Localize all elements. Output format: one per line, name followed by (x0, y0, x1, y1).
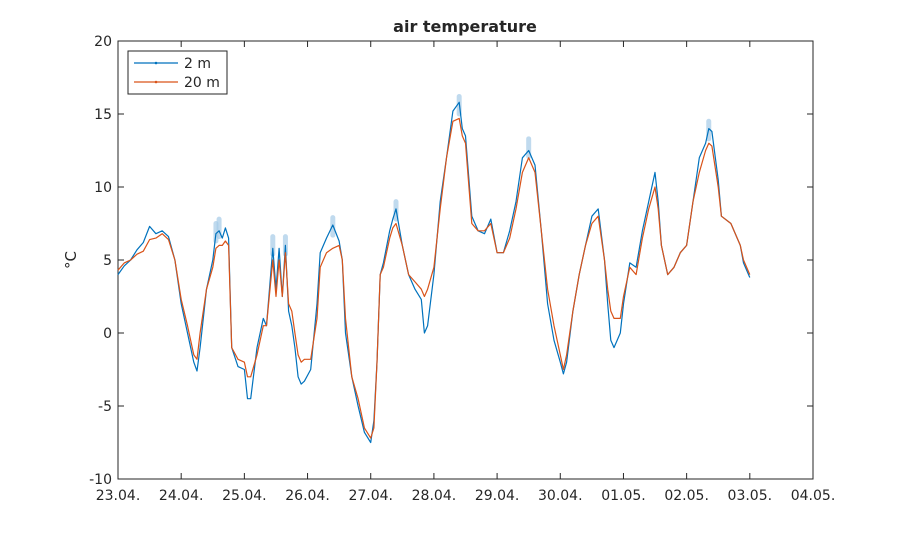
legend: 2 m 20 m (127, 50, 228, 95)
x-tick-label: 01.05. (601, 488, 646, 504)
legend-label: 20 m (184, 75, 220, 91)
y-tick-label: 15 (94, 107, 112, 123)
legend-marker (154, 80, 158, 84)
x-tick-label: 29.04. (475, 488, 520, 504)
y-axis: -10 -5 0 5 10 15 20 (89, 34, 813, 488)
x-tick-label: 25.04. (222, 488, 267, 504)
series-lines (117, 101, 751, 444)
y-tick-label: 10 (94, 180, 112, 196)
x-tick-label: 02.05. (664, 488, 709, 504)
y-tick-label: 0 (103, 326, 112, 342)
legend-marker (154, 61, 158, 65)
y-tick-label: -5 (98, 399, 112, 415)
chart-title: air temperature (393, 17, 537, 36)
y-tick-label: 20 (94, 34, 112, 50)
x-tick-label: 30.04. (538, 488, 583, 504)
x-tick-label: 04.05. (791, 488, 836, 504)
x-tick-label: 23.04. (96, 488, 141, 504)
x-tick-label: 24.04. (159, 488, 204, 504)
y-tick-label: 5 (103, 253, 112, 269)
legend-label: 2 m (184, 56, 211, 72)
x-axis: 23.04. 24.04. 25.04. 26.04. 27.04. 28.04. 29.0… (96, 41, 836, 504)
series-line-20m (117, 117, 751, 439)
x-tick-label: 28.04. (412, 488, 457, 504)
y-tick-label: -10 (89, 472, 112, 488)
y-axis-label: °C (62, 251, 80, 269)
x-tick-label: 27.04. (348, 488, 393, 504)
x-tick-label: 03.05. (728, 488, 773, 504)
plot-area (117, 40, 814, 480)
x-tick-label: 26.04. (285, 488, 330, 504)
legend-box (127, 50, 228, 95)
